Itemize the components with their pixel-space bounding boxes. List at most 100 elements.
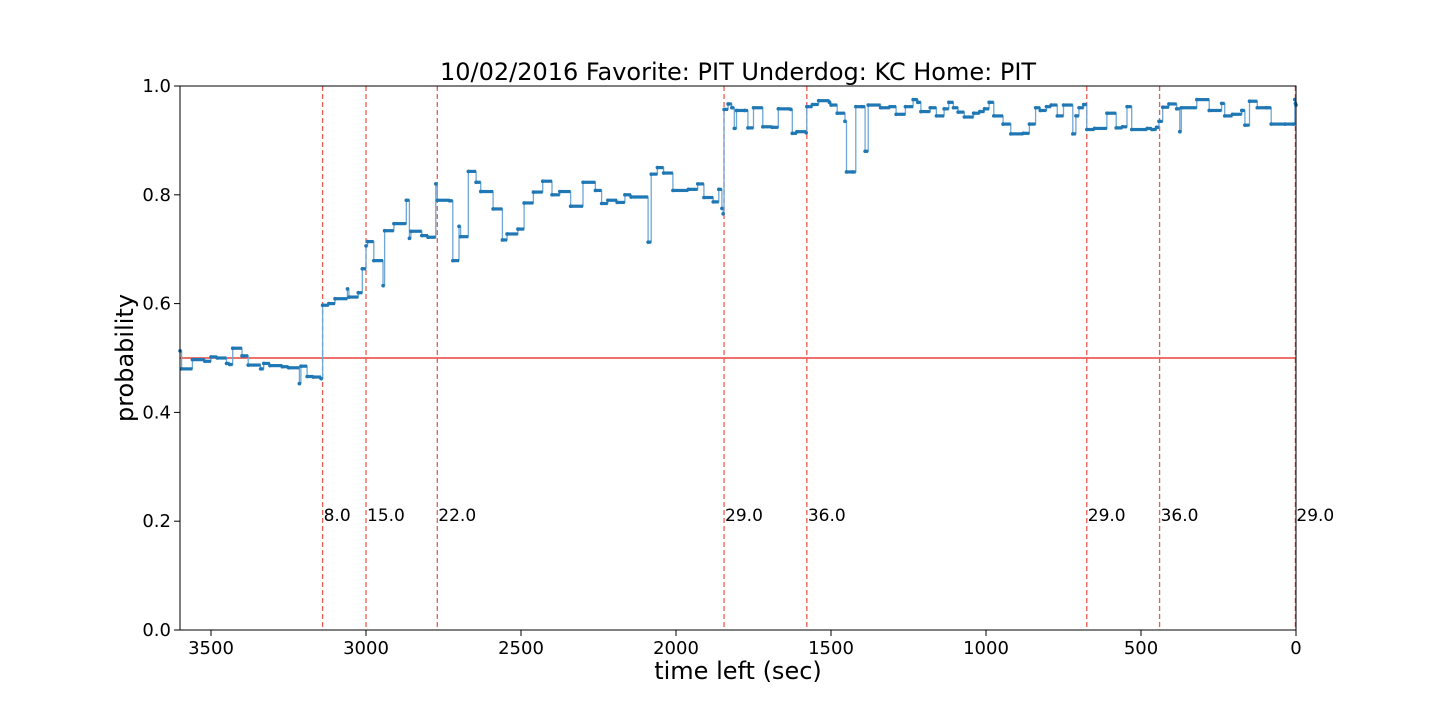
data-point xyxy=(1269,122,1273,126)
data-point xyxy=(540,179,545,183)
data-point xyxy=(850,170,855,174)
data-point xyxy=(1264,105,1269,110)
data-point xyxy=(646,240,650,244)
data-point xyxy=(1061,103,1066,107)
data-point xyxy=(1160,105,1165,110)
data-point xyxy=(827,100,832,105)
data-point xyxy=(746,126,750,130)
data-point xyxy=(1120,125,1125,129)
data-point xyxy=(751,105,756,110)
data-point xyxy=(732,126,737,131)
data-point xyxy=(319,376,323,381)
score-event-label: 29.0 xyxy=(1088,506,1126,526)
data-point xyxy=(371,258,376,263)
data-point xyxy=(1157,119,1161,124)
chart-title: 10/02/2016 Favorite: PIT Underdog: KC Ho… xyxy=(440,58,1036,86)
data-point xyxy=(810,102,815,107)
data-point xyxy=(978,109,982,114)
data-point xyxy=(606,198,610,203)
data-point xyxy=(246,363,250,367)
data-point xyxy=(686,187,691,192)
data-point xyxy=(866,103,870,107)
data-point xyxy=(215,356,219,360)
data-point xyxy=(550,193,554,197)
data-point xyxy=(804,130,808,135)
data-point xyxy=(649,172,653,176)
data-point xyxy=(258,367,263,371)
data-point xyxy=(1247,99,1252,104)
data-point xyxy=(1177,129,1182,134)
data-point xyxy=(433,182,438,186)
data-point xyxy=(1145,126,1149,131)
data-point xyxy=(1125,104,1129,109)
data-point xyxy=(491,207,495,211)
score-event-label: 36.0 xyxy=(1161,506,1199,526)
data-point xyxy=(299,364,303,368)
data-point xyxy=(382,228,387,233)
data-point xyxy=(788,107,793,112)
x-tick-label: 3000 xyxy=(343,638,389,659)
data-point xyxy=(190,357,195,362)
data-point xyxy=(661,171,666,175)
data-point xyxy=(1222,114,1227,118)
data-point xyxy=(1081,102,1086,107)
data-point xyxy=(426,235,430,240)
data-point xyxy=(623,193,627,197)
data-point xyxy=(599,201,604,206)
data-point xyxy=(734,108,739,113)
data-point xyxy=(934,114,939,118)
data-point xyxy=(1114,126,1118,130)
data-point xyxy=(716,187,721,192)
data-point xyxy=(505,232,509,236)
data-point xyxy=(1074,114,1078,118)
data-point xyxy=(227,362,232,367)
data-point xyxy=(903,104,908,109)
data-point xyxy=(568,204,573,209)
data-point xyxy=(457,224,461,229)
data-point xyxy=(1174,107,1179,111)
data-point xyxy=(844,170,849,174)
data-point xyxy=(1219,101,1224,106)
data-point xyxy=(947,100,951,105)
data-point xyxy=(790,131,795,136)
plot-area: 8.0 15.0 22.0 29.0 36.0 29.0 36.0 29.0 3500 3000 2… xyxy=(142,76,1334,659)
data-point xyxy=(1243,123,1247,127)
data-point xyxy=(695,182,700,186)
y-tick-label: 0.0 xyxy=(142,620,171,641)
data-point xyxy=(531,190,536,194)
data-point xyxy=(991,114,996,118)
data-point xyxy=(795,129,799,134)
data-point xyxy=(702,195,706,200)
data-point xyxy=(1001,122,1005,126)
data-point xyxy=(854,104,858,109)
data-point xyxy=(381,283,385,288)
data-point xyxy=(522,201,526,205)
data-point xyxy=(230,346,235,351)
data-point xyxy=(743,108,747,113)
x-axis-label: time left (sec) xyxy=(654,657,822,685)
data-point xyxy=(1167,102,1171,106)
data-point xyxy=(1179,105,1184,110)
data-point xyxy=(327,301,331,306)
data-point xyxy=(347,295,351,299)
data-point xyxy=(878,105,883,110)
data-point xyxy=(581,180,585,185)
data-point xyxy=(721,212,725,216)
data-point xyxy=(1077,105,1081,110)
data-point xyxy=(1071,132,1075,136)
data-point xyxy=(365,239,370,244)
data-point xyxy=(816,98,821,103)
data-point xyxy=(478,189,483,194)
data-point xyxy=(1283,122,1287,126)
data-point xyxy=(1255,105,1260,110)
data-point xyxy=(360,266,365,271)
data-point xyxy=(1021,131,1025,136)
data-point xyxy=(843,119,847,124)
data-point xyxy=(364,244,368,248)
data-point xyxy=(971,111,976,115)
data-point xyxy=(805,104,809,109)
score-event-label: 8.0 xyxy=(324,506,351,526)
data-point xyxy=(356,290,361,295)
data-point xyxy=(722,107,726,112)
data-point xyxy=(615,200,619,205)
